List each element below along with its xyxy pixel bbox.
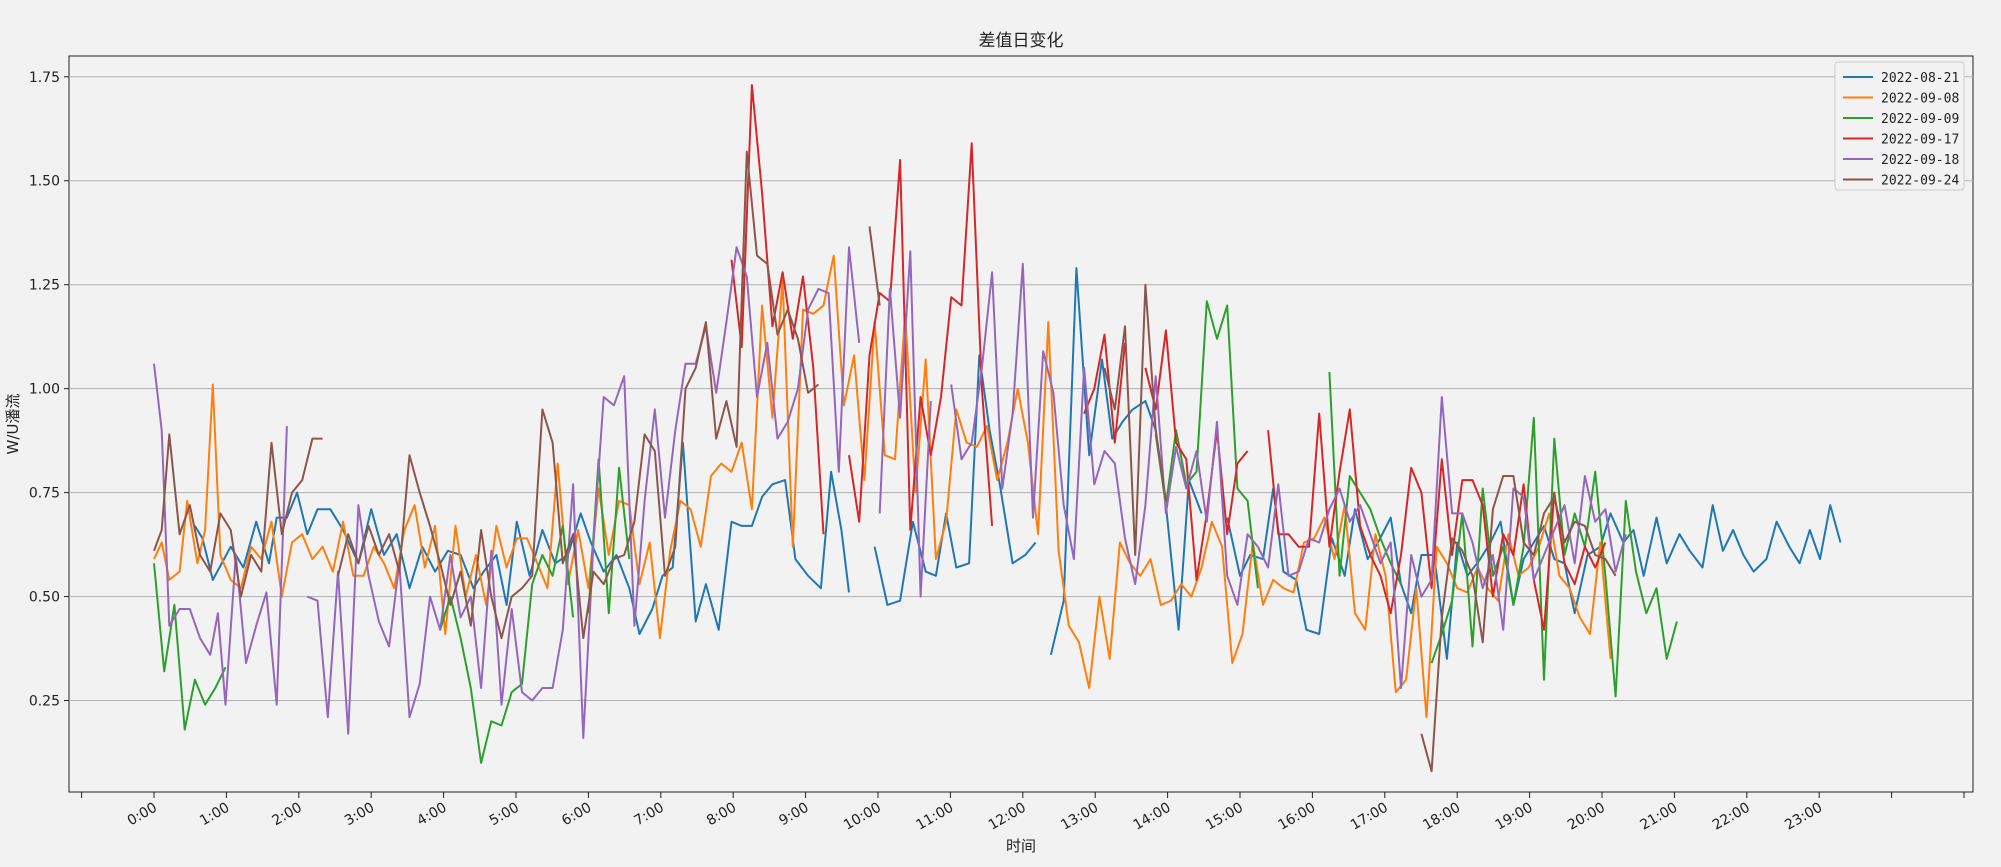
y-tick-label: 0.50 — [29, 590, 60, 606]
x-tick-label: 1:00 — [197, 800, 232, 830]
series-line-2022-09-09 — [153, 563, 227, 731]
y-tick-label: 1.00 — [29, 382, 60, 398]
y-axis: 0.25 0.50 0.75 1.00 1.25 1.50 1.75 — [29, 70, 69, 710]
series-line-2022-08-21 — [194, 441, 850, 635]
x-axis-label: 时间 — [1006, 837, 1036, 855]
x-tick-label: 23:00 — [1782, 800, 1825, 834]
legend-entry: 2022-08-21 — [1881, 71, 1959, 86]
series-line-2022-09-09 — [1154, 300, 1259, 589]
series-line-2022-09-17 — [730, 84, 825, 535]
y-tick-label: 1.25 — [29, 278, 60, 294]
x-tick-label: 6:00 — [559, 800, 594, 830]
x-tick-label: 3:00 — [342, 800, 377, 830]
x-tick-label: 15:00 — [1203, 800, 1246, 834]
y-tick-label: 1.75 — [29, 70, 60, 86]
x-tick-label: 21:00 — [1637, 800, 1680, 834]
x-tick-label: 17:00 — [1348, 800, 1391, 834]
x-tick-label: 16:00 — [1275, 800, 1318, 834]
series-line-2022-09-24 — [1420, 475, 1617, 773]
series-line-2022-09-09 — [1328, 371, 1402, 585]
x-tick-label: 12:00 — [986, 800, 1029, 834]
y-tick-label: 0.25 — [29, 694, 60, 710]
series-line-2022-09-24 — [868, 226, 881, 306]
x-axis: 0:00 1:00 2:00 3:00 4:00 5:00 6:00 7:00 8:00 9:00… — [81, 792, 1965, 834]
series-line-2022-09-24 — [337, 150, 820, 640]
series-line-2022-09-09 — [439, 524, 575, 764]
y-axis-label: W/U潘流 — [4, 394, 22, 455]
x-tick-label: 2:00 — [270, 800, 305, 830]
x-tick-label: 18:00 — [1420, 800, 1463, 834]
legend-entry: 2022-09-08 — [1881, 92, 1959, 107]
legend-entry: 2022-09-18 — [1881, 153, 1959, 168]
chart-title: 差值日变化 — [979, 31, 1064, 51]
x-tick-label: 0:00 — [125, 800, 160, 830]
series-line-2022-09-17 — [1144, 329, 1249, 581]
x-tick-label: 20:00 — [1565, 800, 1608, 834]
series-line-2022-09-24 — [1103, 283, 1167, 556]
x-tick-label: 11:00 — [913, 800, 956, 834]
x-tick-label: 7:00 — [632, 800, 667, 830]
x-tick-label: 19:00 — [1493, 800, 1536, 834]
y-tick-label: 0.75 — [29, 486, 60, 502]
plot-frame — [68, 55, 1974, 793]
legend: 2022-08-21 2022-09-08 2022-09-09 2022-09-17… — [1834, 61, 1965, 191]
x-tick-label: 14:00 — [1131, 800, 1174, 834]
series-line-2022-09-18 — [950, 262, 1627, 689]
x-tick-label: 13:00 — [1058, 800, 1101, 834]
legend-entry: 2022-09-24 — [1881, 174, 1959, 189]
series-line-2022-09-17 — [848, 142, 994, 531]
series-line-2022-08-21 — [873, 354, 1037, 606]
x-tick-label: 9:00 — [776, 800, 811, 830]
series-lines — [153, 84, 1842, 773]
x-tick-label: 8:00 — [704, 800, 739, 830]
x-tick-label: 5:00 — [487, 800, 522, 830]
series-line-2022-09-18 — [153, 363, 288, 706]
series-line-2022-09-17 — [1267, 408, 1607, 631]
legend-entry: 2022-09-09 — [1881, 112, 1959, 127]
series-line-2022-08-21 — [1049, 267, 1203, 656]
y-tick-label: 1.50 — [29, 174, 60, 190]
x-tick-label: 10:00 — [841, 800, 884, 834]
series-line-2022-09-24 — [153, 433, 323, 598]
legend-entry: 2022-09-17 — [1881, 133, 1959, 148]
series-line-2022-09-09 — [1430, 416, 1678, 698]
x-tick-label: 22:00 — [1710, 800, 1753, 834]
series-line-2022-09-18 — [878, 250, 932, 598]
series-line-2022-09-17 — [1083, 333, 1126, 444]
x-tick-label: 4:00 — [414, 800, 449, 830]
